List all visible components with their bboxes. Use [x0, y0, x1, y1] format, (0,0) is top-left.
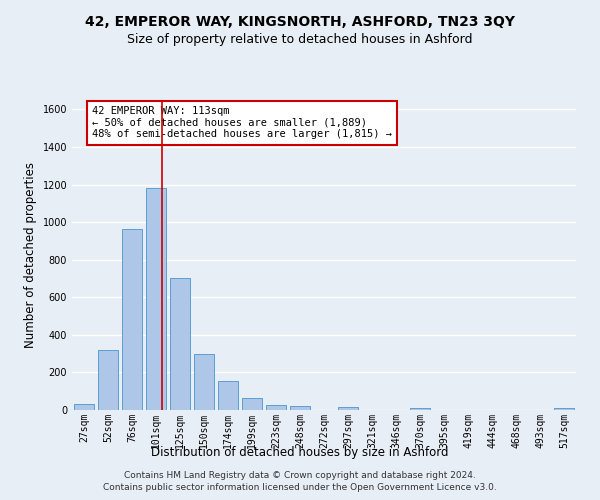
- Bar: [242, 398, 262, 410]
- Text: Distribution of detached houses by size in Ashford: Distribution of detached houses by size …: [151, 446, 449, 459]
- Bar: [410, 408, 430, 410]
- Text: 42, EMPEROR WAY, KINGSNORTH, ASHFORD, TN23 3QY: 42, EMPEROR WAY, KINGSNORTH, ASHFORD, TN…: [85, 15, 515, 29]
- Bar: [122, 228, 142, 410]
- Y-axis label: Number of detached properties: Number of detached properties: [24, 162, 37, 348]
- Bar: [194, 354, 214, 410]
- Bar: [290, 406, 310, 410]
- Text: Contains HM Land Registry data © Crown copyright and database right 2024.: Contains HM Land Registry data © Crown c…: [124, 471, 476, 480]
- Bar: [98, 350, 118, 410]
- Bar: [146, 188, 166, 410]
- Bar: [266, 404, 286, 410]
- Bar: [170, 278, 190, 410]
- Text: Size of property relative to detached houses in Ashford: Size of property relative to detached ho…: [127, 32, 473, 46]
- Bar: [338, 406, 358, 410]
- Text: 42 EMPEROR WAY: 113sqm
← 50% of detached houses are smaller (1,889)
48% of semi-: 42 EMPEROR WAY: 113sqm ← 50% of detached…: [92, 106, 392, 140]
- Bar: [554, 408, 574, 410]
- Text: Contains public sector information licensed under the Open Government Licence v3: Contains public sector information licen…: [103, 484, 497, 492]
- Bar: [74, 404, 94, 410]
- Bar: [218, 381, 238, 410]
